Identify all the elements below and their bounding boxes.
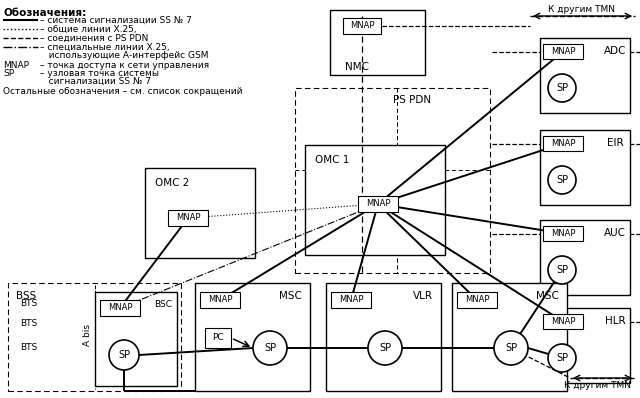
Circle shape — [548, 74, 576, 102]
Bar — [295, 88, 490, 273]
Text: EIR: EIR — [607, 138, 623, 148]
Text: MSC: MSC — [536, 291, 559, 301]
Text: HLR: HLR — [605, 316, 625, 326]
Bar — [543, 226, 583, 241]
Text: Обозначения:: Обозначения: — [3, 8, 86, 18]
Circle shape — [548, 344, 576, 372]
Circle shape — [368, 331, 402, 365]
Bar — [205, 328, 231, 348]
Bar — [452, 283, 567, 391]
Text: BTS: BTS — [20, 343, 37, 353]
Text: SP: SP — [556, 175, 568, 185]
Text: MNAP: MNAP — [208, 295, 232, 304]
Circle shape — [494, 331, 528, 365]
Bar — [100, 300, 140, 316]
Text: MNAP: MNAP — [176, 213, 200, 222]
Text: BSC: BSC — [154, 300, 172, 309]
Text: – система сигнализации SS № 7: – система сигнализации SS № 7 — [40, 16, 192, 25]
Text: MNAP: MNAP — [551, 317, 575, 326]
Bar — [168, 210, 208, 226]
Bar — [330, 10, 425, 75]
Text: BSS: BSS — [16, 291, 36, 301]
Circle shape — [548, 256, 576, 284]
Text: NMC: NMC — [345, 62, 369, 72]
Text: SP: SP — [118, 350, 130, 360]
Bar — [331, 292, 371, 308]
Bar — [200, 292, 240, 308]
Text: VLR: VLR — [413, 291, 433, 301]
Bar — [95, 292, 177, 386]
Text: MNAP: MNAP — [339, 295, 364, 304]
Text: SP: SP — [264, 343, 276, 353]
Bar — [343, 18, 381, 34]
Text: – точка доступа к сети управления: – точка доступа к сети управления — [40, 60, 209, 70]
Circle shape — [109, 340, 139, 370]
Bar — [305, 145, 445, 255]
Bar — [8, 283, 181, 391]
Text: К другим TMN: К другим TMN — [548, 4, 616, 14]
Text: OMC 1: OMC 1 — [315, 155, 349, 165]
Text: SP: SP — [556, 83, 568, 93]
Bar — [540, 130, 630, 205]
Text: SP: SP — [379, 343, 391, 353]
Text: MNAP: MNAP — [3, 60, 29, 70]
Text: AUC: AUC — [604, 228, 626, 238]
Text: A bis: A bis — [83, 324, 92, 346]
Bar — [543, 314, 583, 329]
Text: MNAP: MNAP — [551, 47, 575, 56]
Bar — [326, 283, 441, 391]
Bar — [457, 292, 497, 308]
Text: – общие линии X.25,: – общие линии X.25, — [40, 25, 136, 33]
Text: OMC 2: OMC 2 — [155, 178, 189, 188]
Bar — [195, 283, 310, 391]
Bar — [145, 168, 255, 258]
Text: ADC: ADC — [604, 46, 627, 56]
Bar — [358, 196, 398, 212]
Bar — [543, 136, 583, 151]
Text: SP: SP — [505, 343, 517, 353]
Text: MNAP: MNAP — [551, 229, 575, 238]
Text: PS PDN: PS PDN — [394, 95, 431, 105]
Text: MNAP: MNAP — [465, 295, 489, 304]
Text: BTS: BTS — [20, 318, 37, 328]
Text: К другим TMN: К другим TMN — [564, 380, 632, 390]
Text: – узловая точка системы: – узловая точка системы — [40, 68, 159, 78]
Text: SP: SP — [556, 265, 568, 275]
Bar — [540, 38, 630, 113]
Text: Остальные обозначения – см. список сокращений: Остальные обозначения – см. список сокра… — [3, 86, 243, 96]
Text: MNAP: MNAP — [108, 304, 132, 312]
Circle shape — [253, 331, 287, 365]
Text: MNAP: MNAP — [349, 21, 374, 31]
Text: MSC: MSC — [279, 291, 302, 301]
Text: SP: SP — [556, 353, 568, 363]
Text: использующие А-интерфейс GSM: использующие А-интерфейс GSM — [40, 51, 209, 60]
Bar — [540, 308, 630, 383]
Text: BTS: BTS — [20, 298, 37, 308]
Text: сигнализации SS № 7: сигнализации SS № 7 — [40, 76, 151, 86]
Text: PC: PC — [212, 334, 224, 343]
Bar — [543, 44, 583, 59]
Bar — [540, 220, 630, 295]
Text: MNAP: MNAP — [551, 139, 575, 148]
Circle shape — [548, 166, 576, 194]
Text: SP: SP — [3, 68, 14, 78]
Text: – соединения с PS PDN: – соединения с PS PDN — [40, 33, 148, 43]
Text: – специальные линии X.25,: – специальные линии X.25, — [40, 43, 170, 51]
Text: MNAP: MNAP — [365, 199, 390, 209]
